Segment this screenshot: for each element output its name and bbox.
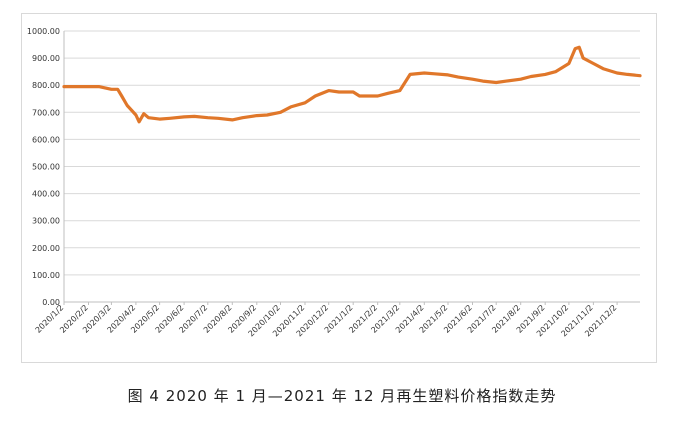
y-tick-label: 1000.00 [27, 27, 60, 36]
y-tick-label: 800.00 [32, 81, 60, 90]
y-tick-label: 500.00 [32, 163, 60, 172]
y-tick-label: 200.00 [32, 244, 60, 253]
y-tick-label: 600.00 [32, 135, 60, 144]
series-line [62, 45, 642, 124]
y-tick-label: 100.00 [32, 271, 60, 280]
y-tick-label: 0.00 [42, 298, 60, 307]
line-chart: 0.00 100.00 200.00 300.00 400.00 500.00 600.00… [27, 27, 642, 338]
figure-caption: 图 4 2020 年 1 月—2021 年 12 月再生塑料价格指数走势 [127, 387, 557, 405]
y-tick-label: 900.00 [32, 54, 60, 63]
y-tick-label: 300.00 [32, 217, 60, 226]
y-tick-label: 700.00 [32, 108, 60, 117]
y-tick-label: 400.00 [32, 190, 60, 199]
chart-frame: 0.00 100.00 200.00 300.00 400.00 500.00 600.00… [21, 13, 657, 363]
